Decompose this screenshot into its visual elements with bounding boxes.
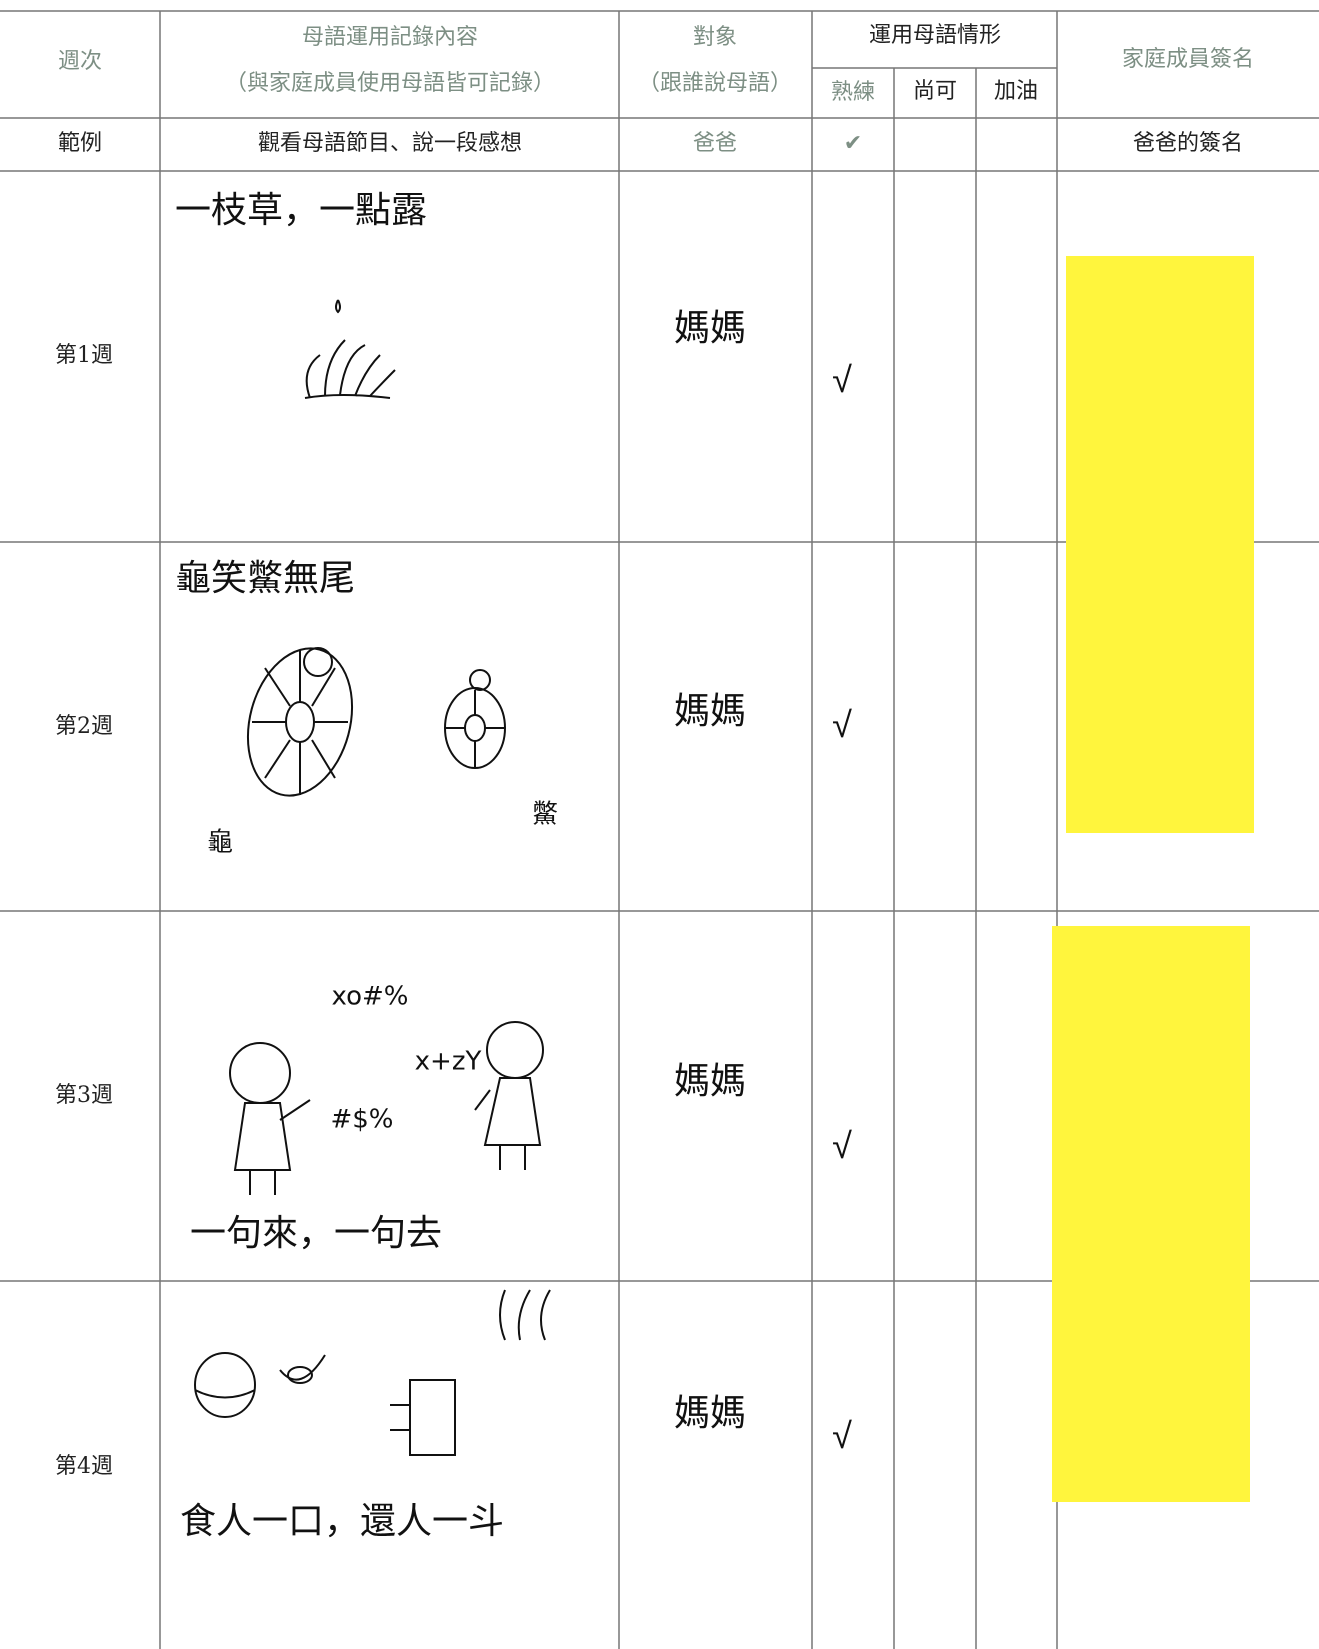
level-header: 加油 (994, 79, 1038, 104)
handwritten-content: 龜笑鱉無尾 (175, 558, 355, 599)
check-mark: √ (832, 1416, 852, 1457)
drawing-turtles (246, 647, 506, 797)
level-header: 熟練 (831, 80, 875, 105)
header-cell: 對象 (693, 25, 737, 50)
drawing-label: #$% (330, 1105, 393, 1135)
header-note: （跟誰說母語） (638, 71, 792, 96)
partner: 媽媽 (674, 1061, 746, 1102)
drawing-people (229, 1021, 544, 1195)
partner: 媽媽 (674, 1393, 746, 1434)
example-cell: 爸爸的簽名 (1133, 131, 1243, 156)
header-cell: 家庭成員簽名 (1122, 47, 1254, 72)
header-cell: 週次 (58, 49, 102, 74)
check-mark: √ (832, 705, 852, 746)
check-mark: √ (832, 1126, 852, 1167)
week-label: 第4週 (55, 1454, 113, 1479)
header-note: （與家庭成員使用母語皆可記錄） (225, 71, 555, 96)
example-cell: 觀看母語節目、說一段感想 (258, 131, 522, 156)
drawing-label: xo#% (332, 982, 409, 1012)
partner: 媽媽 (674, 691, 746, 732)
week-label: 第1週 (55, 343, 113, 368)
handwritten-content: 食人一口，還人一斗 (180, 1501, 504, 1542)
drawing-label: x+zY (415, 1047, 482, 1077)
week-label: 第2週 (55, 714, 113, 739)
drawing-food (194, 1289, 551, 1456)
handwritten-content: 一句來，一句去 (190, 1213, 442, 1254)
redaction (1066, 256, 1254, 833)
partner: 媽媽 (674, 308, 746, 349)
example-cell: 範例 (58, 131, 102, 156)
redaction (1052, 926, 1250, 1502)
drawing-label: 鱉 (532, 800, 558, 830)
check-mark: √ (832, 360, 852, 401)
drawing-grass (304, 299, 396, 399)
header-cell: 運用母語情形 (869, 23, 1001, 48)
week-label: 第3週 (55, 1083, 113, 1108)
check-mark: ✔ (844, 131, 862, 156)
header-cell: 母語運用記錄內容 (302, 25, 478, 50)
drawing-label: 龜 (207, 828, 233, 858)
handwritten-content: 一枝草，一點露 (175, 190, 427, 231)
example-cell: 爸爸 (693, 131, 737, 156)
level-header: 尚可 (913, 79, 957, 104)
